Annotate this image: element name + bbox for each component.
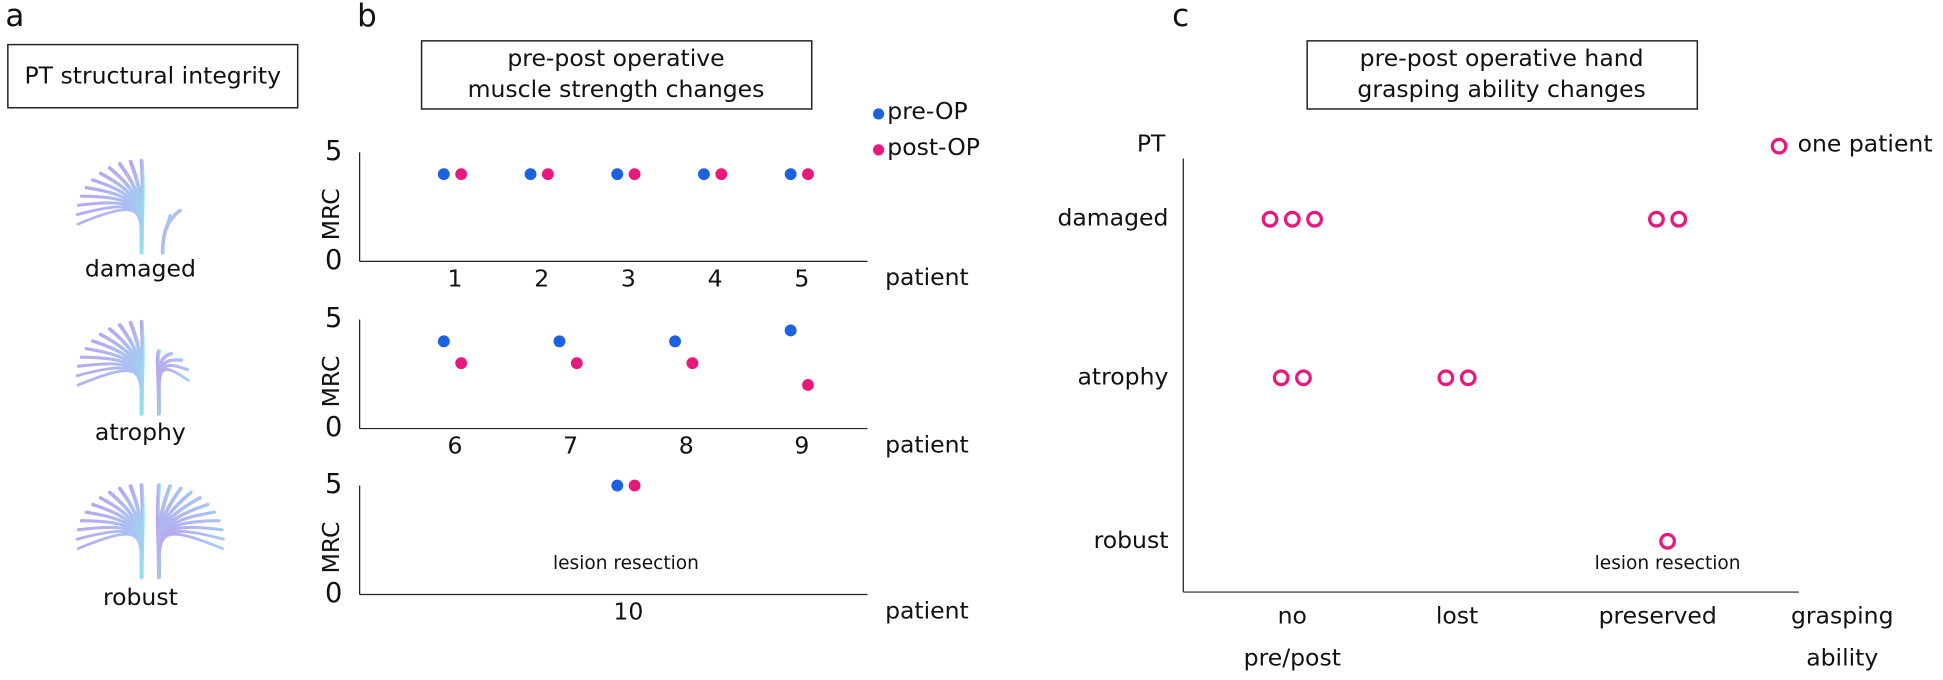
x-tick-label: 9 bbox=[794, 432, 809, 460]
x-axis-label: patient bbox=[885, 596, 969, 624]
patient-marker bbox=[1670, 210, 1688, 228]
y-axis-label: PT bbox=[1137, 129, 1166, 157]
x-tick-label: 6 bbox=[448, 432, 463, 460]
y-tick-label: damaged bbox=[1057, 204, 1168, 232]
panel-label: b bbox=[357, 0, 377, 34]
y-axis-label: MRC bbox=[317, 356, 345, 408]
x-tick-label: 8 bbox=[679, 432, 694, 460]
fiber bbox=[157, 368, 190, 416]
fiber bbox=[157, 532, 224, 579]
data-point bbox=[784, 168, 797, 181]
data-point bbox=[802, 379, 814, 391]
legend-label: pre-OP bbox=[887, 97, 967, 125]
data-point bbox=[802, 168, 814, 181]
data-point bbox=[686, 357, 699, 370]
data-point bbox=[541, 168, 554, 181]
x-axis-label: ability bbox=[1806, 643, 1878, 671]
x-tick-label: 4 bbox=[708, 264, 723, 292]
x-tick-label: 3 bbox=[621, 264, 636, 292]
panel-label: c bbox=[1172, 0, 1189, 34]
fiber bbox=[76, 369, 144, 416]
data-point bbox=[611, 168, 624, 181]
condition-label: robust bbox=[103, 583, 178, 611]
legend-label: one patient bbox=[1798, 129, 1933, 157]
data-point bbox=[524, 168, 537, 181]
fiber bbox=[161, 214, 172, 255]
legend-marker bbox=[1770, 137, 1788, 155]
title-box bbox=[1306, 40, 1699, 110]
x-tick-label: 7 bbox=[563, 432, 578, 460]
chart-title: pre-post operative hand bbox=[1360, 44, 1644, 72]
condition-label: atrophy bbox=[95, 418, 186, 446]
data-point bbox=[611, 479, 624, 492]
y-tick-label: 5 bbox=[325, 303, 342, 334]
y-axis-label: MRC bbox=[317, 522, 345, 574]
data-point bbox=[437, 168, 450, 181]
annotation: lesion resection bbox=[553, 553, 699, 574]
condition-label: damaged bbox=[85, 255, 196, 283]
patient-marker bbox=[1283, 210, 1301, 228]
patient-marker bbox=[1437, 369, 1455, 387]
title-box bbox=[420, 40, 813, 110]
x-tick-label: pre/post bbox=[1244, 643, 1341, 671]
x-tick-label: 10 bbox=[613, 598, 643, 626]
patient-marker bbox=[1659, 532, 1677, 550]
y-tick-label: 5 bbox=[325, 469, 342, 500]
patient-marker bbox=[1261, 210, 1279, 228]
data-point bbox=[455, 168, 468, 181]
chart-title: muscle strength changes bbox=[468, 75, 765, 103]
data-point bbox=[628, 479, 641, 492]
legend-marker bbox=[873, 144, 885, 156]
fiber bbox=[76, 208, 144, 255]
x-tick-label: no bbox=[1278, 601, 1307, 629]
x-tick-label: lost bbox=[1436, 601, 1478, 629]
data-point bbox=[698, 168, 710, 181]
data-point bbox=[437, 335, 450, 348]
x-tick-label: 5 bbox=[794, 264, 809, 292]
y-axis-label: MRC bbox=[317, 188, 345, 240]
annotation: lesion resection bbox=[1595, 553, 1741, 574]
patient-marker bbox=[1295, 369, 1312, 387]
y-tick-label: 5 bbox=[325, 136, 342, 167]
legend-marker bbox=[873, 108, 885, 120]
y-tick-label: 0 bbox=[325, 578, 342, 609]
data-point bbox=[784, 324, 797, 337]
x-tick-label: 2 bbox=[534, 264, 549, 292]
x-axis-label: patient bbox=[885, 263, 969, 291]
title-box bbox=[7, 43, 299, 109]
chart-title: pre-post operative bbox=[507, 44, 724, 72]
x-axis-label: grasping bbox=[1791, 601, 1894, 629]
x-tick-label: 1 bbox=[448, 264, 463, 292]
patient-marker bbox=[1306, 210, 1324, 228]
data-point bbox=[669, 335, 682, 348]
patient-marker bbox=[1272, 369, 1290, 387]
y-tick-label: atrophy bbox=[1078, 362, 1169, 390]
fiber bbox=[76, 532, 144, 579]
y-tick-label: 0 bbox=[325, 245, 342, 276]
tract-illustrations bbox=[75, 158, 225, 580]
data-point bbox=[715, 168, 728, 181]
y-tick-label: 0 bbox=[325, 412, 342, 443]
data-point bbox=[570, 357, 583, 370]
panel-label: a bbox=[5, 0, 24, 34]
panel-title: PT structural integrity bbox=[24, 61, 281, 89]
data-point bbox=[553, 335, 566, 348]
data-point bbox=[455, 357, 468, 370]
y-tick-label: robust bbox=[1094, 526, 1169, 554]
x-axis-label: patient bbox=[885, 430, 969, 458]
patient-marker bbox=[1459, 369, 1477, 387]
chart-title: grasping ability changes bbox=[1357, 75, 1645, 103]
data-point bbox=[628, 168, 641, 181]
x-tick-label: preserved bbox=[1599, 601, 1717, 629]
patient-marker bbox=[1648, 210, 1665, 228]
legend-label: post-OP bbox=[887, 133, 980, 161]
